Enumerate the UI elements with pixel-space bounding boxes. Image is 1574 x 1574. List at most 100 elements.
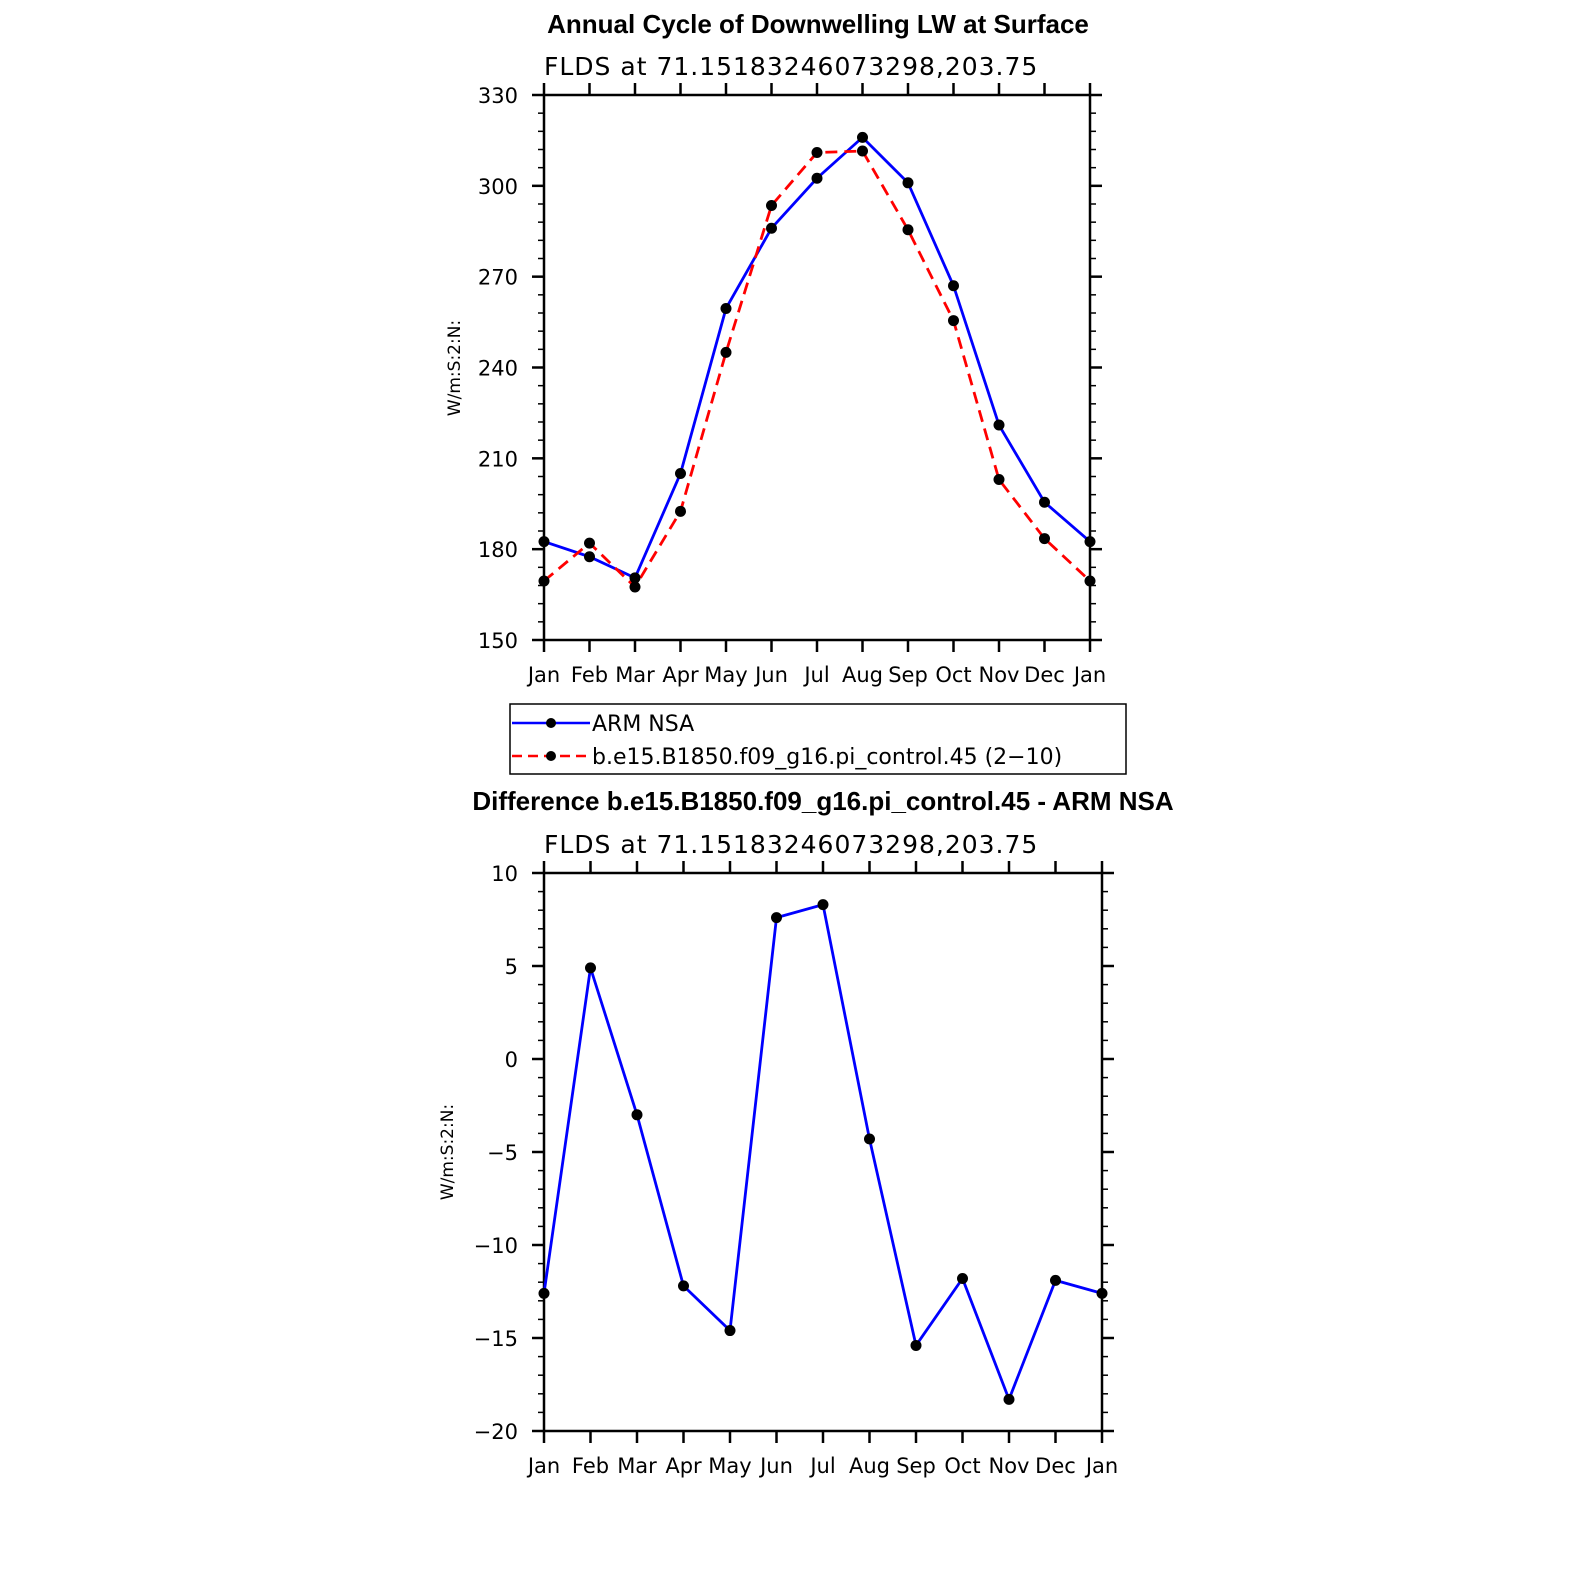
series-line-1 [543, 149, 1091, 590]
y-tick-label: 180 [478, 538, 518, 562]
data-point-0 [771, 912, 782, 924]
data-point-1 [766, 200, 777, 212]
series-line-0 [542, 902, 1103, 1404]
data-point-0 [948, 280, 959, 292]
x-tick-label: Jan [1084, 1454, 1118, 1478]
legend-label-model: b.e15.B1850.f09_g16.pi_control.45 (2−10) [592, 745, 1062, 770]
data-point-0 [993, 419, 1005, 431]
x-tick-label: Feb [572, 1454, 609, 1478]
y-tick-label: 5 [505, 955, 518, 979]
data-point-0 [1096, 1287, 1108, 1299]
x-tick-label: May [704, 663, 747, 687]
data-point-0 [538, 536, 550, 548]
x-tick-label: Jul [802, 663, 829, 687]
data-point-0 [902, 177, 914, 189]
data-point-1 [538, 575, 550, 587]
data-point-0 [584, 551, 595, 563]
data-point-0 [538, 1287, 550, 1299]
data-point-1 [1084, 575, 1096, 587]
y-tick-label: 10 [491, 862, 518, 886]
x-tick-label: Nov [979, 663, 1020, 687]
data-point-0 [1050, 1274, 1061, 1286]
data-point-1 [720, 346, 732, 358]
y-tick-label: 270 [478, 266, 518, 290]
data-point-0 [1039, 496, 1050, 508]
plot-frame [542, 871, 1104, 1433]
data-point-1 [857, 145, 868, 157]
data-point-1 [584, 537, 595, 549]
data-point-0 [817, 899, 829, 911]
x-tick-label: Jan [526, 1454, 560, 1478]
chart-title: Annual Cycle of Downwelling LW at Surfac… [547, 9, 1089, 39]
x-tick-label: Apr [665, 1454, 702, 1478]
data-point-0 [1003, 1393, 1015, 1405]
y-tick-label: 240 [478, 357, 518, 381]
legend-marker-arm-nsa [546, 718, 556, 728]
chart-title: Difference b.e15.B1850.f09_g16.pi_contro… [472, 786, 1174, 816]
data-point-0 [957, 1272, 968, 1284]
series-line-0 [543, 135, 1091, 580]
x-tick-label: Dec [1035, 1454, 1076, 1478]
data-point-0 [1084, 536, 1096, 548]
y-tick-label: 150 [478, 629, 518, 653]
y-tick-label: −5 [487, 1141, 518, 1165]
y-axis-label: W/m:S:2:N: [438, 1104, 458, 1200]
data-point-0 [724, 1325, 736, 1337]
legend-label-arm-nsa: ARM NSA [592, 712, 694, 737]
x-tick-label: May [708, 1454, 751, 1478]
data-point-1 [1039, 533, 1050, 545]
x-tick-label: Apr [662, 663, 699, 687]
y-tick-label: −10 [474, 1234, 518, 1258]
x-tick-label: Sep [896, 1454, 936, 1478]
x-tick-label: Mar [617, 1454, 657, 1478]
annual-cycle-chart: Annual Cycle of Downwelling LW at Surfac… [445, 9, 1127, 775]
data-point-0 [766, 222, 777, 234]
y-tick-label: 330 [478, 84, 518, 108]
data-point-0 [720, 302, 732, 314]
legend-marker-model [546, 751, 556, 761]
x-tick-label: Jun [753, 663, 788, 687]
x-tick-label: Mar [615, 663, 655, 687]
data-point-0 [857, 131, 868, 143]
legend-box [509, 703, 1127, 775]
x-tick-label: Aug [849, 1454, 890, 1478]
x-tick-label: Oct [944, 1454, 980, 1478]
x-tick-label: Jun [758, 1454, 793, 1478]
chart-subtitle: FLDS at 71.15183246073298,203.75 [544, 830, 1038, 859]
x-tick-label: Jul [808, 1454, 835, 1478]
x-tick-label: Oct [935, 663, 971, 687]
data-point-0 [585, 962, 596, 974]
legend-entry-model: b.e15.B1850.f09_g16.pi_control.45 (2−10) [512, 745, 1062, 770]
difference-chart: Difference b.e15.B1850.f09_g16.pi_contro… [438, 786, 1174, 1478]
x-tick-label: Aug [842, 663, 883, 687]
x-tick-label: Nov [989, 1454, 1030, 1478]
data-point-1 [993, 474, 1005, 486]
data-point-0 [678, 1280, 689, 1292]
y-tick-label: 300 [478, 175, 518, 199]
x-tick-label: Jan [1072, 663, 1106, 687]
x-tick-label: Feb [571, 663, 608, 687]
plot-area: Jan Feb Mar Apr May Jun Jul Aug Sep Oct Nov Dec Jan−… [474, 861, 1118, 1478]
x-tick-label: Dec [1024, 663, 1065, 687]
data-point-1 [948, 315, 959, 327]
y-tick-label: 0 [505, 1048, 518, 1072]
legend: ARM NSA b.e15.B1850.f09_g16.pi_control.4… [509, 703, 1127, 775]
data-point-0 [864, 1133, 875, 1145]
chart-subtitle: FLDS at 71.15183246073298,203.75 [544, 52, 1038, 81]
data-point-0 [910, 1339, 922, 1351]
y-tick-label: −20 [474, 1420, 518, 1444]
y-axis-label: W/m:S:2:N: [445, 320, 465, 416]
data-point-0 [631, 1109, 643, 1121]
data-point-1 [629, 581, 641, 593]
x-tick-label: Jan [526, 663, 560, 687]
data-point-0 [629, 572, 641, 584]
data-point-0 [675, 467, 686, 479]
y-tick-label: 210 [478, 447, 518, 471]
data-point-1 [675, 505, 686, 517]
data-point-1 [811, 147, 823, 159]
data-point-1 [902, 224, 914, 236]
x-tick-label: Sep [888, 663, 928, 687]
y-tick-label: −15 [474, 1327, 518, 1351]
legend-entry-arm-nsa: ARM NSA [512, 712, 694, 737]
